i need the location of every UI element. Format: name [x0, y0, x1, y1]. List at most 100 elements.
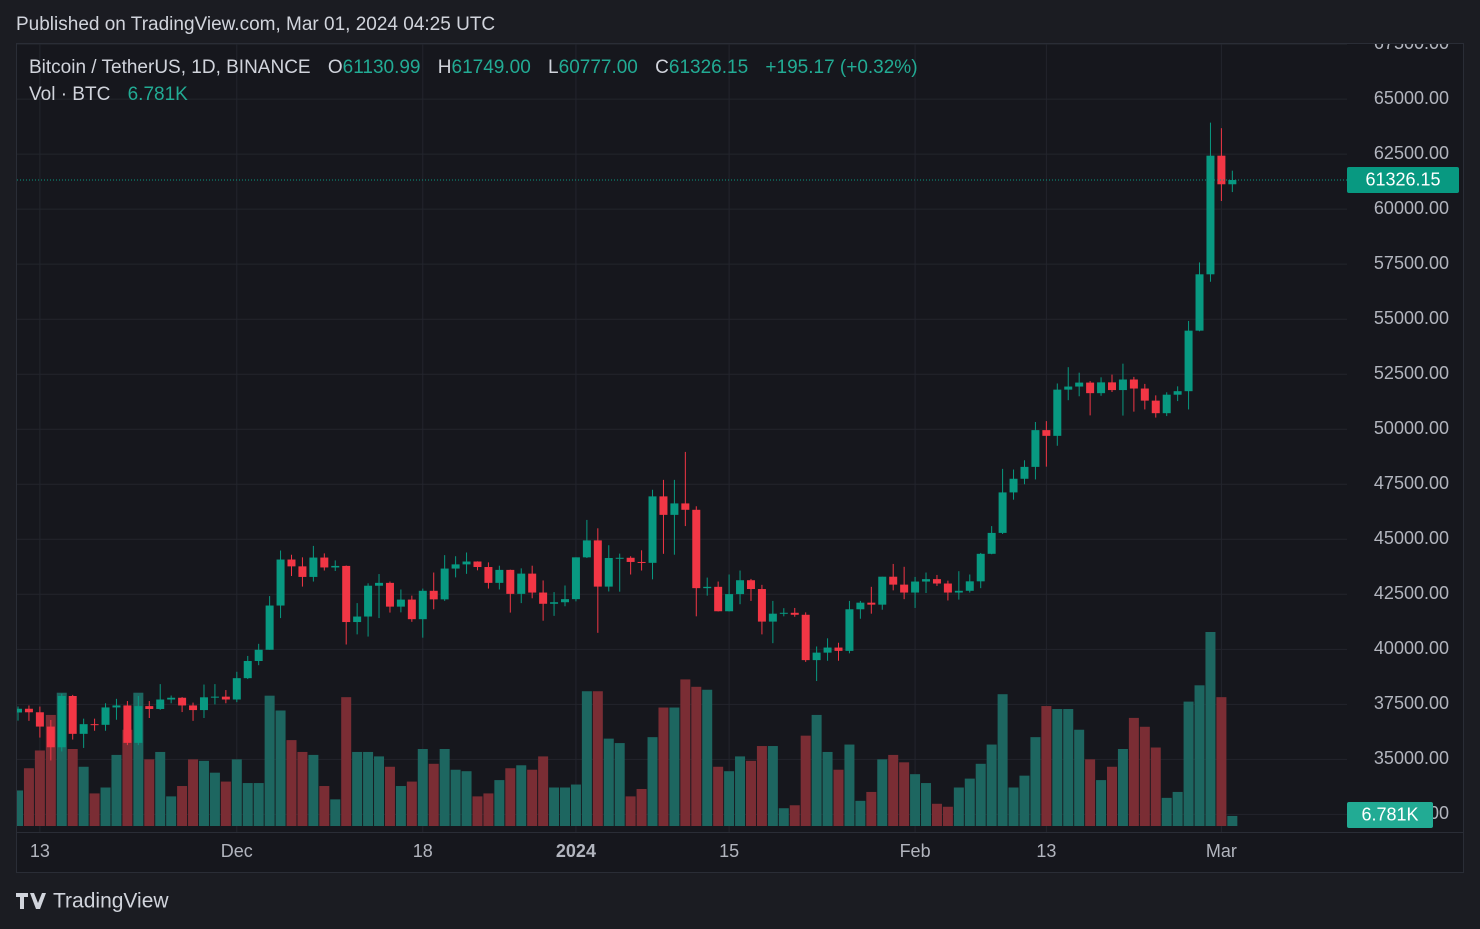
candle-body: [112, 705, 121, 708]
candle-body: [156, 699, 165, 709]
volume-bar: [352, 751, 363, 826]
volume-bar: [494, 780, 505, 826]
y-tick-label: 42500.00: [1374, 583, 1449, 603]
volume-bar: [166, 796, 177, 826]
candle-body: [1086, 382, 1095, 394]
candle-body: [746, 580, 755, 590]
candle-body: [320, 557, 329, 568]
volume-bar: [17, 790, 23, 826]
candle-body: [845, 609, 854, 651]
candle-body: [276, 559, 285, 606]
volume-bar: [45, 714, 56, 826]
candle-body: [823, 647, 832, 653]
volume-badge-label: 6.781K: [1361, 805, 1418, 825]
candle-body: [101, 707, 110, 725]
candle-body: [561, 599, 569, 603]
volume-bar: [800, 735, 811, 826]
volume-bar: [822, 751, 833, 826]
volume-bar: [516, 765, 527, 826]
volume-bar: [636, 788, 647, 826]
candle-body: [517, 573, 526, 594]
candle-body: [976, 553, 985, 582]
candle-body: [440, 568, 449, 600]
candle-body: [604, 557, 613, 587]
volume-legend: Vol · BTC 6.781K: [29, 84, 188, 105]
logo-mark: [16, 893, 46, 909]
candle-body: [1031, 430, 1040, 467]
volume-bar: [549, 787, 560, 826]
candle-body: [90, 724, 99, 726]
candle-body: [648, 496, 657, 563]
volume-bar: [406, 781, 417, 826]
volume-bar: [56, 692, 67, 826]
candle-body: [178, 697, 187, 706]
last-price-badge: [1347, 166, 1459, 193]
volume-bar: [155, 751, 166, 826]
y-tick-label: 37500.00: [1374, 693, 1449, 713]
volume-bar: [242, 783, 253, 826]
plot-area: [17, 44, 1347, 832]
chart-frame: [16, 43, 1464, 873]
open-label: O: [328, 57, 343, 78]
candle-body: [287, 559, 296, 567]
volume-bar: [439, 748, 450, 826]
candle-body: [1195, 274, 1204, 331]
volume-bar: [1041, 706, 1052, 826]
volume-bar: [953, 787, 964, 826]
volume-bar: [144, 759, 155, 826]
candle-body: [1064, 386, 1073, 390]
volume-bar: [1161, 797, 1172, 826]
volume-bar: [1172, 791, 1183, 826]
candle-body: [1053, 389, 1062, 436]
candle-body: [506, 569, 515, 594]
candle-body: [1228, 179, 1237, 185]
candle-body: [965, 581, 974, 591]
volume-bar: [122, 729, 133, 826]
x-tick-label: 2024: [556, 841, 596, 861]
candle-body: [210, 696, 219, 698]
candle-body: [692, 509, 701, 589]
candle-body: [1042, 430, 1051, 436]
volume-bar: [713, 766, 724, 826]
volume-bar: [888, 754, 899, 826]
candle-body: [396, 599, 405, 607]
candle-body: [484, 567, 493, 583]
y-tick-label: 50000.00: [1374, 418, 1449, 438]
volume-bar: [505, 768, 516, 826]
volume-bar: [844, 744, 855, 826]
y-tick-label: 65000.00: [1374, 88, 1449, 108]
volume-bar: [680, 679, 691, 826]
y-tick-label: 47500.00: [1374, 473, 1449, 493]
volume-bar: [560, 787, 570, 826]
volume-bar: [735, 756, 746, 826]
volume-bar: [363, 751, 374, 826]
x-tick-label: 18: [413, 841, 433, 861]
candle-body: [998, 492, 1007, 533]
y-tick-label: 52500.00: [1374, 363, 1449, 383]
candle-body: [68, 695, 77, 734]
x-tick-label: Dec: [221, 841, 253, 861]
candle-body: [528, 573, 537, 593]
candle-body: [1206, 155, 1215, 275]
candle-body: [889, 576, 898, 585]
volume-bar: [297, 751, 308, 826]
candle-body: [309, 557, 318, 577]
candle-body: [987, 532, 996, 554]
candle-body: [17, 708, 22, 713]
candle-body: [473, 561, 482, 568]
candle-body: [167, 697, 176, 700]
candle-body: [954, 590, 963, 593]
low-label: L: [548, 57, 559, 78]
volume-bar: [253, 783, 264, 826]
x-tick-label: 13: [30, 841, 50, 861]
volume-bar: [756, 746, 767, 826]
volume-bar: [789, 805, 800, 826]
volume-bar: [111, 754, 122, 826]
candle-body: [626, 557, 635, 562]
volume-bar: [745, 760, 756, 826]
candle-body: [900, 584, 909, 593]
volume-bar: [1117, 748, 1128, 826]
volume-value: 6.781K: [128, 84, 189, 105]
candle-body: [582, 540, 591, 558]
candle-body: [1129, 379, 1138, 389]
